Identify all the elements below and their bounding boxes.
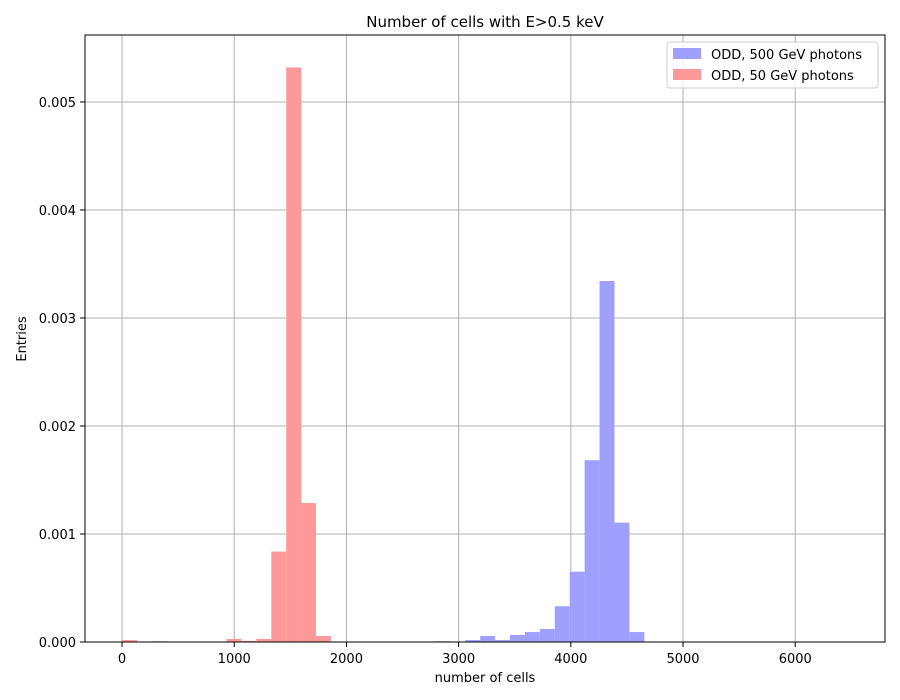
x-tick-label: 3000 xyxy=(442,652,475,667)
histogram-bar xyxy=(226,638,242,642)
chart-title: Number of cells with E>0.5 keV xyxy=(366,13,604,31)
histogram-bar xyxy=(614,522,630,642)
x-tick-label: 4000 xyxy=(554,652,587,667)
grid-lines xyxy=(85,35,885,643)
y-tick-label: 0.002 xyxy=(39,420,76,435)
histogram-bar xyxy=(286,67,302,642)
histogram-bar xyxy=(316,636,331,642)
y-tick-label: 0.001 xyxy=(39,528,76,543)
y-axis-label: Entries xyxy=(15,316,30,362)
histogram-bar xyxy=(480,636,496,642)
histogram-bar xyxy=(539,629,555,642)
series-0-bars xyxy=(435,281,645,642)
y-tick-label: 0.003 xyxy=(39,312,76,327)
histogram-bar xyxy=(256,638,272,642)
y-tick-label: 0.005 xyxy=(39,96,76,111)
series-1-bars xyxy=(122,67,331,642)
histogram-bar xyxy=(554,606,570,642)
histogram-bar xyxy=(510,634,525,642)
x-tick-label: 2000 xyxy=(330,652,363,667)
legend-label-500gev: ODD, 500 GeV photons xyxy=(711,48,862,63)
x-tick-label: 5000 xyxy=(666,652,699,667)
histogram-bar xyxy=(465,640,481,642)
legend: ODD, 500 GeV photons ODD, 50 GeV photons xyxy=(666,41,879,89)
histogram-bar xyxy=(301,502,317,642)
x-tick-label: 0 xyxy=(118,652,126,667)
x-tick-label: 1000 xyxy=(218,652,251,667)
histogram-bars xyxy=(122,67,645,642)
histogram-bar xyxy=(584,460,600,642)
histogram-bar xyxy=(629,632,645,642)
legend-box xyxy=(666,41,879,89)
x-tick-label: 6000 xyxy=(779,652,812,667)
histogram-bar xyxy=(599,281,615,642)
legend-swatch-50gev xyxy=(673,69,701,80)
histogram-bar xyxy=(569,571,585,642)
y-tick-label: 0.000 xyxy=(39,636,76,651)
y-tick-label: 0.004 xyxy=(39,204,76,219)
histogram-bar xyxy=(524,632,540,642)
x-axis-ticks: 0 1000 2000 3000 4000 5000 6000 xyxy=(118,642,812,667)
histogram-bar xyxy=(495,640,511,642)
legend-label-50gev: ODD, 50 GeV photons xyxy=(711,69,854,84)
histogram-bar xyxy=(271,551,287,642)
y-axis-ticks: 0.000 0.001 0.002 0.003 0.004 0.005 xyxy=(39,96,85,651)
histogram-bar xyxy=(241,640,257,642)
histogram-bar xyxy=(122,640,137,642)
plot-frame xyxy=(84,34,886,643)
legend-swatch-500gev xyxy=(673,48,701,59)
x-axis-label: number of cells xyxy=(435,671,536,686)
